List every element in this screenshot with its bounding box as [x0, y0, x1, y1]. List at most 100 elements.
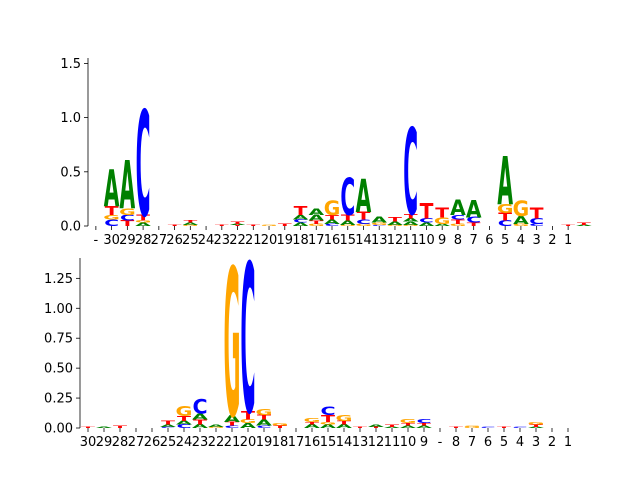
logo-letter-t: T	[241, 408, 256, 422]
logo-letter-g: G	[513, 223, 530, 226]
x-tick-label: 15	[339, 233, 356, 248]
x-tick-label: -	[94, 233, 99, 248]
y-tick-label: 1.5	[60, 57, 81, 72]
logo-letter-c: C	[104, 217, 119, 228]
logo-letter-c: C	[512, 427, 527, 429]
logo-letter-g: G	[308, 223, 325, 226]
x-tick-label: -	[438, 435, 443, 450]
logo-letter-t: T	[225, 421, 240, 427]
logo-letter-c: C	[529, 217, 544, 226]
x-tick-label: 8	[454, 233, 462, 248]
logo-letter-t: T	[353, 427, 367, 429]
logo-letter-g: G	[320, 421, 337, 425]
x-tick-label: 20	[261, 233, 278, 248]
logo-letter-g: G	[135, 220, 152, 223]
logo-letter-a: A	[356, 172, 372, 224]
logo-letter-g: G	[261, 225, 278, 227]
logo-letter-a: A	[192, 423, 208, 429]
logo-letter-g: G	[336, 413, 353, 423]
logo-letter-c: C	[160, 427, 175, 429]
x-tick-label: 5	[501, 233, 509, 248]
logo-letter-t: T	[294, 204, 309, 218]
logo-letter-a: A	[120, 148, 136, 225]
logo-letter-c: C	[529, 223, 544, 226]
logo-letter-g: G	[208, 427, 225, 429]
logo-letter-t: T	[81, 427, 95, 429]
x-tick-label: 16	[304, 435, 321, 450]
y-tick-label: 0.50	[44, 362, 73, 377]
x-tick-label: 2	[548, 233, 556, 248]
x-tick-label: 3	[532, 435, 540, 450]
x-tick-label: 9	[420, 435, 428, 450]
x-tick-label: 27	[151, 233, 168, 248]
logo-letter-t: T	[498, 211, 512, 223]
logo-letter-t: T	[467, 222, 481, 227]
x-tick-label: 18	[292, 233, 309, 248]
x-tick-label: 29	[119, 233, 136, 248]
x-tick-label: 10	[418, 233, 435, 248]
logo-letter-g: G	[402, 225, 419, 227]
logo-letter-g: G	[400, 419, 417, 425]
x-tick-label: 24	[176, 435, 193, 450]
x-tick-label: 4	[517, 233, 525, 248]
logo-letter-t: T	[341, 214, 356, 223]
logo-letter-c: C	[224, 425, 239, 429]
logo-letter-c: C	[192, 395, 207, 419]
x-tick-label: 12	[368, 435, 385, 450]
logo-letter-t: T	[215, 225, 229, 227]
x-tick-label: 14	[355, 233, 372, 248]
logo-letter-c: C	[320, 404, 335, 418]
logo-letter-a: A	[256, 418, 273, 428]
x-tick-label: 19	[256, 435, 273, 450]
x-tick-label: 17	[288, 435, 305, 450]
logo-letter-t: T	[325, 214, 340, 221]
x-tick-label: 14	[336, 435, 353, 450]
x-tick-label: 5	[500, 435, 508, 450]
logo-letter-a: A	[528, 427, 545, 429]
logo-letter-a: A	[384, 427, 401, 429]
logo-letter-a: A	[340, 219, 356, 226]
logo-letter-a: A	[336, 423, 352, 429]
x-tick-label: 6	[484, 435, 492, 450]
logo-letter-g: G	[176, 405, 193, 420]
logo-letter-t: T	[177, 415, 192, 423]
x-tick-label: 16	[324, 233, 341, 248]
logo-letter-a: A	[320, 423, 336, 429]
logo-letter-g: G	[224, 228, 241, 464]
logo-letter-a: A	[400, 425, 417, 429]
logo-letter-a: A	[135, 222, 152, 227]
logo-letter-a: A	[308, 214, 324, 223]
logo-letter-a: A	[96, 427, 113, 429]
logo-letter-a: A	[368, 424, 385, 428]
logo-letter-a: A	[371, 216, 387, 225]
logo-letter-a: A	[576, 225, 592, 227]
logo-letter-c: C	[176, 423, 191, 429]
x-tick-label: 21	[224, 435, 241, 450]
logo-letter-a: A	[416, 425, 433, 429]
x-tick-label: 23	[192, 435, 209, 450]
logo-letter-a: A	[224, 413, 241, 425]
logo-letter-t: T	[278, 223, 292, 226]
logo-letter-g: G	[464, 425, 481, 427]
x-tick-label: 22	[208, 435, 225, 450]
x-tick-label: 23	[214, 233, 231, 248]
logo-letter-t: T	[257, 414, 272, 422]
logo-letter-g: G	[371, 222, 388, 225]
x-tick-label: 27	[128, 435, 145, 450]
logo-letter-a: A	[293, 222, 310, 227]
logo-letter-a: A	[403, 221, 420, 226]
logo-letter-g: G	[450, 223, 467, 226]
logo-letter-t: T	[105, 204, 120, 218]
logo-letter-c: C	[120, 214, 135, 223]
x-tick-label: 15	[320, 435, 337, 450]
logo-letter-t: T	[497, 427, 511, 429]
y-tick-label: 1.00	[44, 302, 73, 317]
logo-letter-c: C	[325, 223, 340, 226]
logo-letter-g: G	[119, 207, 136, 218]
logo-letter-t: T	[246, 225, 260, 227]
logo-letter-t: T	[451, 218, 466, 225]
x-tick-label: 7	[468, 435, 476, 450]
logo-letter-t: T	[435, 206, 449, 222]
logo-letter-t: T	[273, 425, 287, 429]
